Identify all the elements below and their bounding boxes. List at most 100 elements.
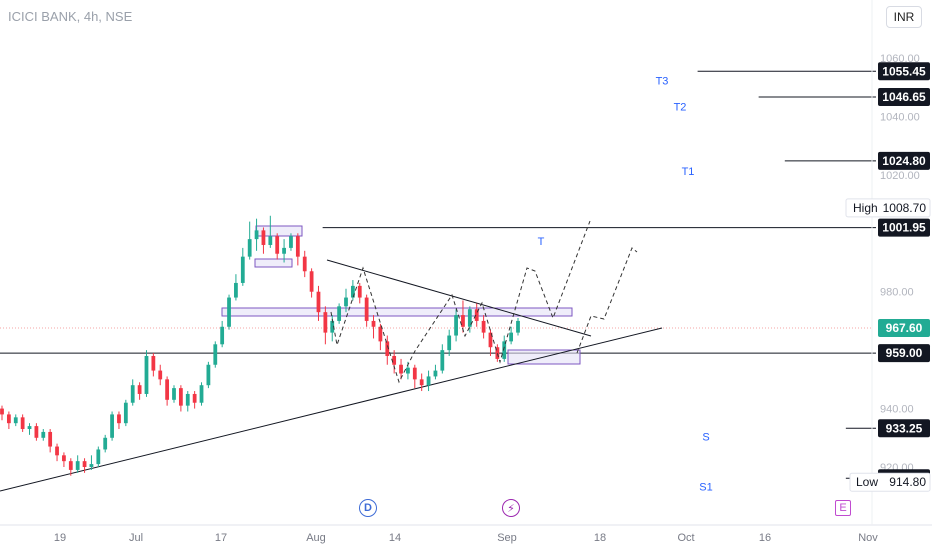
candle-body bbox=[412, 367, 417, 380]
candle-body bbox=[117, 414, 121, 424]
candle-body bbox=[0, 408, 4, 415]
candle-body bbox=[172, 388, 176, 400]
projection-path bbox=[330, 220, 591, 384]
price-tick-label: 1020.00 bbox=[880, 170, 920, 182]
chart-title: ICICI BANK, 4h, NSE bbox=[8, 9, 133, 24]
candle-body bbox=[502, 341, 507, 359]
candle-body bbox=[289, 236, 293, 248]
earnings-event-icon[interactable]: E bbox=[835, 500, 851, 516]
projection-path bbox=[576, 247, 638, 354]
price-tick-label: 1060.00 bbox=[880, 53, 920, 65]
candle-body bbox=[261, 230, 266, 245]
candle-body bbox=[433, 370, 438, 377]
candle-body bbox=[516, 320, 520, 333]
candle-body bbox=[488, 332, 493, 348]
level-label-bg bbox=[878, 218, 930, 237]
low-marker-bg bbox=[849, 472, 931, 492]
candle-body bbox=[392, 355, 397, 365]
time-tick-label: 18 bbox=[594, 532, 606, 544]
level-label: 933.25 bbox=[886, 421, 923, 435]
candle-body bbox=[509, 332, 514, 342]
candle-body bbox=[68, 461, 73, 470]
candle-body bbox=[185, 393, 190, 406]
candle-body bbox=[295, 236, 300, 257]
falling-trendline bbox=[326, 259, 592, 337]
price-tick-label: 980.00 bbox=[880, 287, 914, 299]
target-label: T2 bbox=[674, 102, 687, 114]
level-label-bg bbox=[878, 344, 930, 363]
time-tick-label: 19 bbox=[54, 532, 66, 544]
candle-body bbox=[268, 236, 273, 245]
current-price-label: 967.60 bbox=[886, 321, 923, 335]
candle-body bbox=[344, 297, 348, 307]
level-label: 1001.95 bbox=[882, 221, 926, 235]
time-tick-label: Sep bbox=[497, 532, 517, 544]
level-label-bg bbox=[878, 419, 930, 438]
time-tick-label: 16 bbox=[759, 532, 771, 544]
candle-body bbox=[213, 344, 218, 365]
candle-body bbox=[399, 364, 403, 374]
candle-body bbox=[234, 282, 238, 298]
level-label: 959.00 bbox=[886, 346, 923, 360]
candle-body bbox=[89, 464, 94, 467]
candle-body bbox=[158, 370, 163, 380]
split-event-icon[interactable]: ⚡ bbox=[502, 499, 520, 517]
candle-body bbox=[337, 306, 342, 321]
candle-body bbox=[481, 320, 486, 333]
high-value: 1008.70 bbox=[883, 201, 927, 215]
candle-body bbox=[55, 446, 59, 456]
candle-body bbox=[75, 461, 80, 470]
candle-body bbox=[426, 376, 431, 386]
candle-body bbox=[357, 285, 362, 298]
candle-body bbox=[41, 431, 46, 438]
candle-body bbox=[178, 388, 183, 406]
level-label: 1024.80 bbox=[882, 154, 926, 168]
candle-body bbox=[302, 256, 307, 272]
candle-body bbox=[467, 309, 472, 327]
candle-body bbox=[20, 417, 25, 430]
candle-body bbox=[385, 341, 390, 356]
time-tick-label: Jul bbox=[129, 532, 143, 544]
candle-body bbox=[13, 417, 18, 424]
candle-body bbox=[192, 393, 197, 403]
low-label: Low bbox=[856, 475, 878, 489]
candle-body bbox=[82, 461, 87, 467]
current-price-bg bbox=[878, 318, 930, 337]
candle-body bbox=[254, 230, 259, 240]
candle-body bbox=[309, 271, 314, 292]
candle-body bbox=[316, 291, 321, 313]
candle-body bbox=[227, 297, 231, 327]
candle-body bbox=[282, 247, 286, 254]
candle-body bbox=[495, 347, 500, 359]
target-label: T bbox=[538, 236, 545, 248]
high-label: High bbox=[853, 201, 878, 215]
candle-body bbox=[206, 364, 211, 386]
candle-body bbox=[62, 455, 66, 462]
candle-body bbox=[110, 414, 114, 438]
target-label: S bbox=[702, 432, 709, 444]
currency-button[interactable]: INR bbox=[886, 6, 922, 28]
candle-body bbox=[461, 315, 465, 327]
supply-demand-zone bbox=[254, 258, 293, 268]
candle-body bbox=[48, 431, 53, 447]
time-tick-label: 17 bbox=[215, 532, 227, 544]
candle-body bbox=[419, 379, 424, 386]
time-tick-label: Aug bbox=[306, 532, 326, 544]
candle-body bbox=[474, 309, 479, 321]
price-tick-label: 940.00 bbox=[880, 404, 914, 416]
level-label: 1055.45 bbox=[882, 64, 926, 78]
candle-body bbox=[165, 379, 170, 400]
low-value: 914.80 bbox=[889, 475, 926, 489]
candle-body bbox=[247, 239, 252, 257]
candle-body bbox=[275, 236, 280, 254]
target-label: S1 bbox=[699, 481, 712, 493]
candle-body bbox=[123, 402, 128, 424]
level-label: 1046.65 bbox=[882, 90, 926, 104]
candle-body bbox=[364, 297, 369, 321]
candle-body bbox=[240, 256, 245, 283]
dividend-event-icon[interactable]: D bbox=[359, 499, 377, 517]
candle-body bbox=[378, 326, 383, 342]
supply-demand-zone bbox=[221, 307, 573, 317]
